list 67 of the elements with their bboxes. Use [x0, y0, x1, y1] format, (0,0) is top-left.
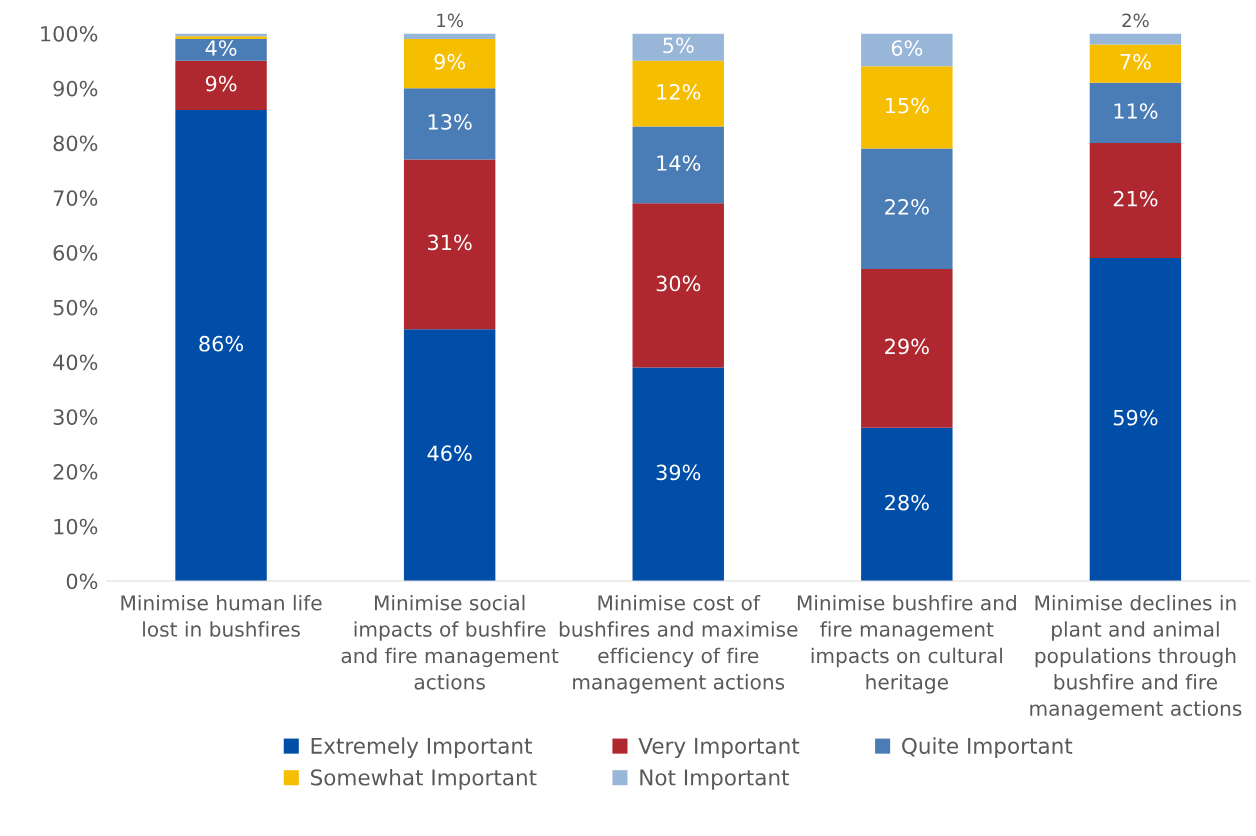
data-label: 9%	[434, 53, 466, 70]
y-tick-label: 80%	[53, 135, 98, 152]
bar	[861, 268, 953, 428]
bar	[403, 88, 496, 160]
data-label: 15%	[885, 97, 929, 114]
data-label: 9%	[205, 75, 237, 92]
data-label: 28%	[885, 494, 929, 511]
x-tick-label: Minimise social impacts of bushfire and fire management actions	[341, 594, 559, 690]
bar	[632, 33, 724, 61]
bar	[403, 329, 496, 582]
bar	[403, 159, 496, 330]
bar	[861, 148, 953, 269]
data-label: 30%	[656, 275, 701, 292]
bar	[1089, 257, 1182, 582]
data-label: 46%	[427, 445, 472, 462]
data-label: 13%	[428, 114, 472, 130]
legend-label: Extremely Important	[311, 737, 532, 759]
y-tick-label: 90%	[53, 80, 98, 97]
x-tick-label: Minimise human life lost in bushfires	[121, 594, 322, 637]
bar	[861, 66, 953, 149]
data-label: 2%	[1122, 13, 1149, 28]
data-label: 14%	[657, 155, 701, 171]
data-label: 31%	[428, 234, 472, 251]
y-tick-label: 0%	[66, 573, 98, 590]
legend-label: Not Important	[640, 769, 790, 790]
bar	[1089, 44, 1182, 83]
legend-label: Very Important	[638, 737, 800, 759]
bar	[1089, 82, 1182, 143]
y-tick-label: 10%	[54, 518, 98, 535]
data-label: 86%	[199, 335, 244, 352]
data-label: 29%	[885, 338, 929, 355]
legend-label: Somewhat Important	[311, 768, 537, 790]
data-label: 12%	[657, 83, 701, 100]
bar	[861, 33, 953, 67]
bar	[861, 427, 953, 582]
data-label: 4%	[205, 40, 237, 56]
y-tick-label: 70%	[53, 190, 98, 206]
data-label: 59%	[1113, 409, 1158, 426]
y-tick-label: 100%	[41, 25, 98, 42]
bar	[632, 126, 724, 204]
bar	[175, 110, 267, 582]
x-tick-label: Minimise bushfire and fire management impacts on cultural heritage	[797, 594, 1016, 694]
data-label: 11%	[1114, 103, 1158, 119]
bar	[403, 33, 496, 39]
legend-label: Quite Important	[902, 737, 1073, 759]
y-tick-label: 30%	[53, 409, 98, 425]
bar	[632, 203, 724, 368]
data-label: 21%	[1113, 190, 1158, 207]
bar	[175, 60, 267, 111]
bar	[175, 38, 267, 61]
data-label: 6%	[891, 40, 923, 56]
bar	[403, 38, 496, 89]
x-tick-label: Minimise declines in plant and animal populations through bushfire and fire management actions	[1030, 594, 1242, 720]
bar	[632, 367, 724, 582]
y-tick-label: 40%	[53, 354, 98, 371]
data-label: 7%	[1120, 53, 1151, 70]
data-label: 1%	[437, 13, 463, 28]
data-label: 22%	[885, 198, 929, 215]
y-tick-label: 20%	[53, 463, 98, 480]
bar	[1089, 33, 1182, 45]
bar	[1089, 142, 1182, 258]
data-label: 39%	[656, 464, 701, 481]
y-tick-label: 50%	[53, 299, 98, 316]
x-tick-label: Minimise cost of bushfires and maximise efficiency of fire management actions	[559, 594, 798, 694]
data-label: 5%	[663, 37, 694, 54]
bar	[632, 60, 724, 127]
y-tick-label: 60%	[53, 244, 98, 261]
